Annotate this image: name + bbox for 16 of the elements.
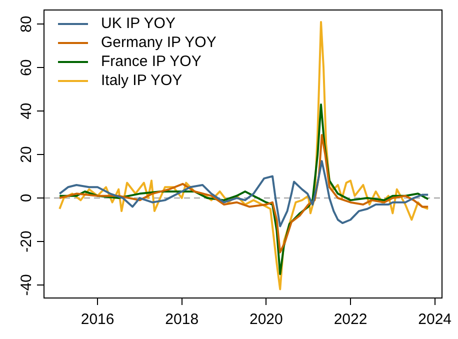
x-tick-label: 2022 [334,311,368,328]
y-tick-label: 20 [18,146,35,163]
y-tick-label: 60 [18,59,35,76]
x-tick-label: 2024 [418,311,452,328]
x-tick-label: 2020 [250,311,283,328]
y-tick-label: -20 [18,230,35,252]
legend-label: France IP YOY [101,53,202,70]
y-tick-label: 40 [18,102,35,120]
y-tick-label: -40 [18,274,35,296]
y-tick-label: 80 [18,16,35,32]
legend-label: UK IP YOY [101,15,176,32]
x-tick-label: 2016 [80,311,114,328]
y-tick-label: 0 [18,194,35,202]
legend-label: Italy IP YOY [101,72,182,90]
x-tick-label: 2018 [165,311,199,328]
legend-label: Germany IP YOY [101,34,216,52]
